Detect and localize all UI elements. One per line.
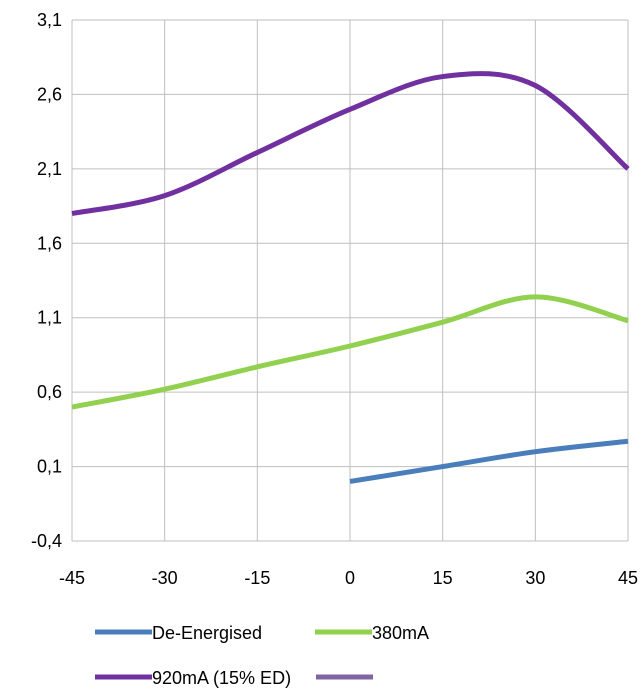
- y-tick-label: 2,6: [37, 84, 62, 104]
- x-tick-label: 15: [433, 568, 453, 588]
- y-tick-label: 1,6: [37, 233, 62, 253]
- x-axis-tick-labels: -45 -30 -15 0 15 30 45: [59, 568, 638, 588]
- y-tick-label: 0,1: [37, 457, 62, 477]
- y-tick-label: 3,1: [37, 10, 62, 30]
- legend-label: 380mA: [372, 623, 429, 643]
- series-line-1: [349, 438, 629, 484]
- y-axis-tick-labels: -0,4 0,1 0,6 1,1 1,6 2,1 2,6 3,1: [31, 10, 62, 551]
- x-tick-label: 30: [525, 568, 545, 588]
- x-tick-label: -30: [152, 568, 178, 588]
- series-lines: [71, 71, 630, 484]
- x-tick-label: 0: [345, 568, 355, 588]
- y-tick-label: 0,6: [37, 382, 62, 402]
- y-tick-label: 1,1: [37, 308, 62, 328]
- series-line-2: [71, 294, 629, 410]
- x-tick-label: -45: [59, 568, 85, 588]
- y-tick-label: 2,1: [37, 159, 62, 179]
- series-line-3: [71, 71, 630, 216]
- legend: De-Energised 380mA 920mA (15% ED): [95, 623, 429, 688]
- grid: [71, 19, 629, 542]
- legend-label: 920mA (15% ED): [152, 668, 291, 688]
- x-tick-label: 45: [618, 568, 638, 588]
- legend-label: De-Energised: [152, 623, 262, 643]
- y-tick-label: -0,4: [31, 531, 62, 551]
- x-tick-label: -15: [244, 568, 270, 588]
